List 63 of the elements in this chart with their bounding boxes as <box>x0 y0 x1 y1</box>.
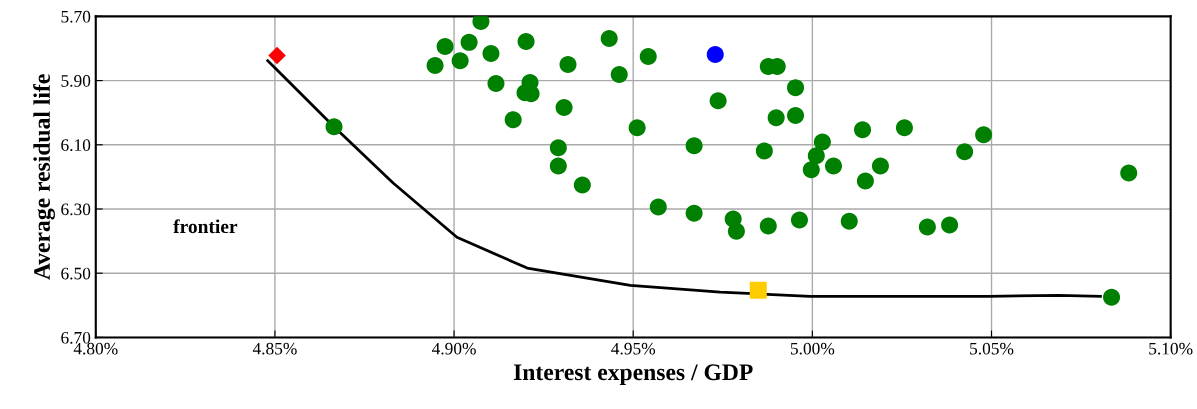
point <box>1103 288 1121 306</box>
x-tick-label: 4.95% <box>611 342 656 355</box>
point <box>755 142 773 160</box>
point <box>956 143 974 161</box>
y-tick-label: 6.50 <box>61 267 91 280</box>
point <box>555 99 573 117</box>
point <box>268 46 286 65</box>
point <box>871 157 889 175</box>
x-tick-label: 5.10% <box>1149 342 1193 355</box>
point <box>487 74 505 92</box>
point <box>706 46 724 64</box>
y-tick-label: 5.90 <box>61 75 91 87</box>
point <box>460 33 478 51</box>
point <box>918 218 936 236</box>
point <box>975 126 993 144</box>
point <box>807 147 825 165</box>
y-tick-label: 6.10 <box>61 139 91 152</box>
point <box>825 157 843 175</box>
point <box>504 111 522 129</box>
point <box>856 172 874 190</box>
point <box>854 121 872 139</box>
point <box>685 204 703 222</box>
point <box>749 281 767 299</box>
x-axis-title: Interest expenses / GDP <box>513 364 753 385</box>
point <box>517 32 535 50</box>
point <box>549 157 567 175</box>
point <box>649 198 667 216</box>
point <box>325 118 343 136</box>
point <box>895 119 913 137</box>
point <box>941 216 959 234</box>
point <box>573 176 591 194</box>
point <box>451 52 469 70</box>
point <box>802 161 820 179</box>
point <box>767 109 785 127</box>
y-tick-label: 5.70 <box>61 10 91 23</box>
point <box>787 79 805 97</box>
x-tick-label: 5.05% <box>970 342 1014 355</box>
point <box>685 137 703 155</box>
point <box>559 56 577 74</box>
point <box>1120 164 1138 182</box>
annotation: frontier <box>173 219 238 234</box>
x-tick-label: 5.00% <box>790 342 835 355</box>
point <box>628 119 646 137</box>
y-tick-label: 6.30 <box>61 203 91 216</box>
point <box>600 30 618 48</box>
x-tick-label: 4.80% <box>73 342 118 355</box>
point <box>790 211 808 229</box>
point <box>482 45 500 63</box>
point <box>840 212 858 230</box>
point <box>436 38 454 56</box>
point <box>709 92 727 110</box>
point <box>813 133 831 151</box>
x-tick-label: 4.90% <box>431 342 476 355</box>
point <box>426 56 444 74</box>
point <box>727 222 745 240</box>
point <box>639 47 657 65</box>
y-axis-title: Average residual life <box>33 74 55 280</box>
y-tick-label: 6.70 <box>61 331 91 344</box>
point <box>787 107 805 125</box>
point <box>549 139 567 157</box>
point <box>759 217 777 235</box>
x-tick-label: 4.85% <box>252 342 297 355</box>
point <box>610 65 628 83</box>
